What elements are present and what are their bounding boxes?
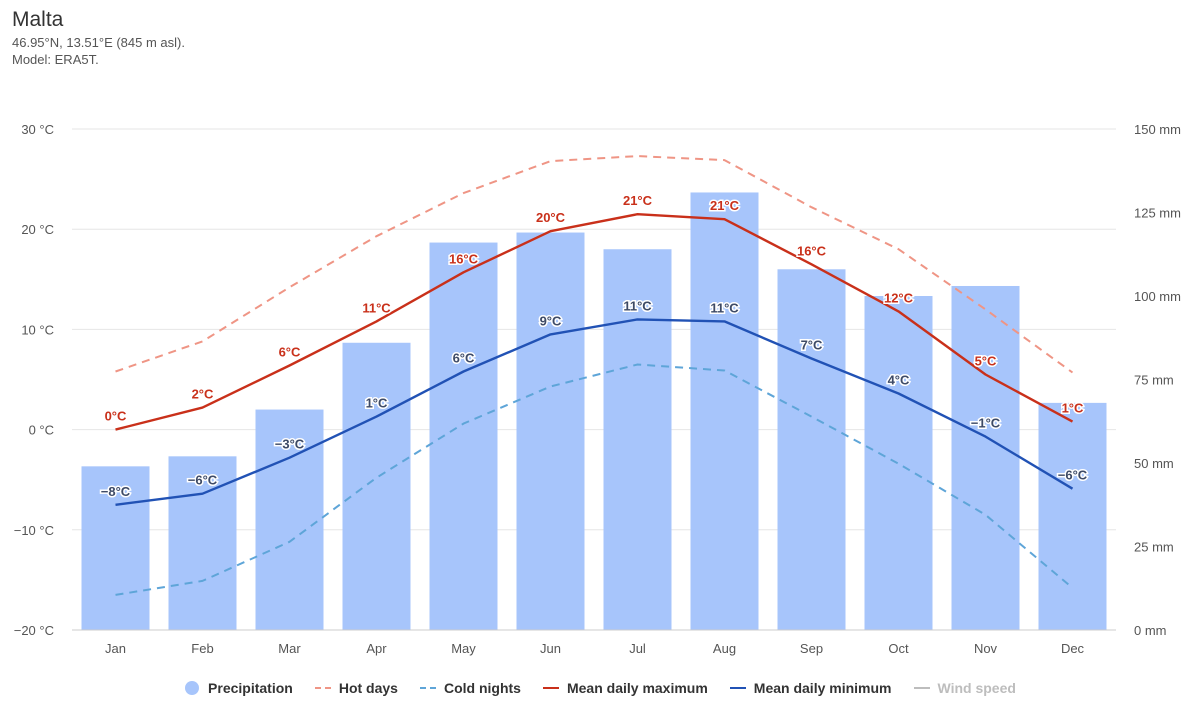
mean-daily-minimum-line [115,318,1074,506]
legend-item-wind-speed[interactable]: Wind speed [913,680,1016,696]
line-icon [913,682,930,694]
x-tick-label: Aug [713,641,736,656]
y-right-tick-label: 150 mm [1134,122,1181,137]
x-tick-label: Mar [278,641,301,656]
legend-label: Wind speed [937,680,1016,696]
legend-label: Cold nights [443,680,521,696]
legend-item-hot-days[interactable]: Hot days [314,680,398,696]
line-icon [542,682,559,694]
max-temp-label: 16°C [797,243,827,258]
max-temp-label: 5°C [975,353,997,368]
min-temp-label: 7°C [801,337,823,352]
min-temp-label: −6°C [1058,468,1088,483]
precipitation-bar [690,192,759,630]
precipitation-bar [81,466,150,630]
hot-days-line [115,155,1074,374]
legend-label: Hot days [338,680,398,696]
y-left-tick-label: 30 °C [21,122,54,137]
precipitation-bar [516,232,585,631]
y-left-tick-label: 10 °C [21,322,54,337]
min-temp-label: 1°C [366,396,388,411]
climate-chart: −20 °C −10 °C 0 °C 10 °C 20 °C 30 °C 0 mm 25 mm… [14,122,1181,656]
precipitation-bar [342,342,411,630]
y-left-tick-label: −20 °C [14,623,54,638]
location-coordinates: 46.95°N, 13.51°E (845 m asl). [12,35,185,50]
x-tick-label: Nov [974,641,998,656]
x-tick-label: Jun [540,641,561,656]
precipitation-bar [777,269,846,630]
min-temp-label: 11°C [710,300,739,315]
min-temp-label: 4°C [888,373,910,388]
max-temp-label: 21°C [710,198,740,213]
x-tick-label: Dec [1061,641,1085,656]
x-tick-label: Jan [105,641,126,656]
precipitation-bar [429,242,498,630]
max-temp-label: 0°C [105,409,127,424]
max-temp-label: 1°C [1062,401,1084,416]
legend-item-mean-daily-minimum[interactable]: Mean daily minimum [729,680,892,696]
precipitation-bar [603,249,672,631]
max-temp-label: 20°C [536,210,566,225]
x-tick-label: May [451,641,476,656]
legend-item-mean-daily-maximum[interactable]: Mean daily maximum [542,680,708,696]
precipitation-bar [864,296,933,630]
max-temp-label: 2°C [192,387,214,402]
chart-legend: Precipitation Hot days Cold nights Mean dai… [0,676,1200,700]
cold-nights-line [115,363,1074,596]
min-temp-label: −6°C [188,473,218,488]
mean-daily-maximum-line [115,212,1074,431]
y-right-tick-label: 75 mm [1134,373,1174,388]
y-left-tick-label: −10 °C [14,523,54,538]
model-label: Model: ERA5T. [12,52,99,67]
legend-item-cold-nights[interactable]: Cold nights [419,680,521,696]
min-temp-label: −3°C [275,437,305,452]
min-temp-label: −1°C [971,416,1001,431]
line-icon [729,682,746,694]
x-tick-label: Sep [800,641,823,656]
circle-icon [184,681,200,695]
y-right-tick-label: 50 mm [1134,456,1174,471]
dashed-line-icon [314,682,331,694]
chart-title: Malta [12,8,64,31]
legend-label: Mean daily maximum [566,680,708,696]
x-tick-label: Feb [191,641,213,656]
y-right-tick-label: 25 mm [1134,540,1174,555]
precipitation-bar [1038,402,1107,630]
max-temp-label: 6°C [279,344,301,359]
chart-header: Malta 46.95°N, 13.51°E (845 m asl). Mode… [12,6,185,68]
max-temp-label: 16°C [449,251,479,266]
min-temp-label: 6°C [453,350,475,365]
min-temp-label: −8°C [101,484,131,499]
legend-label: Precipitation [208,680,293,696]
min-temp-label: 9°C [540,313,562,328]
max-temp-label: 21°C [623,193,653,208]
max-temp-label: 11°C [362,300,391,315]
y-left-tick-label: 0 °C [29,423,54,438]
legend-item-precipitation[interactable]: Precipitation [184,680,293,696]
max-temp-label: 12°C [884,290,914,305]
min-temp-label: 11°C [623,298,652,313]
dashed-line-icon [419,682,436,694]
y-right-tick-label: 100 mm [1134,289,1181,304]
y-right-tick-label: 0 mm [1134,623,1167,638]
x-tick-label: Apr [366,641,387,656]
x-tick-label: Jul [629,641,646,656]
precipitation-bar [951,285,1020,630]
x-tick-label: Oct [888,641,909,656]
y-right-tick-label: 125 mm [1134,206,1181,221]
y-left-tick-label: 20 °C [21,222,54,237]
legend-label: Mean daily minimum [753,680,892,696]
